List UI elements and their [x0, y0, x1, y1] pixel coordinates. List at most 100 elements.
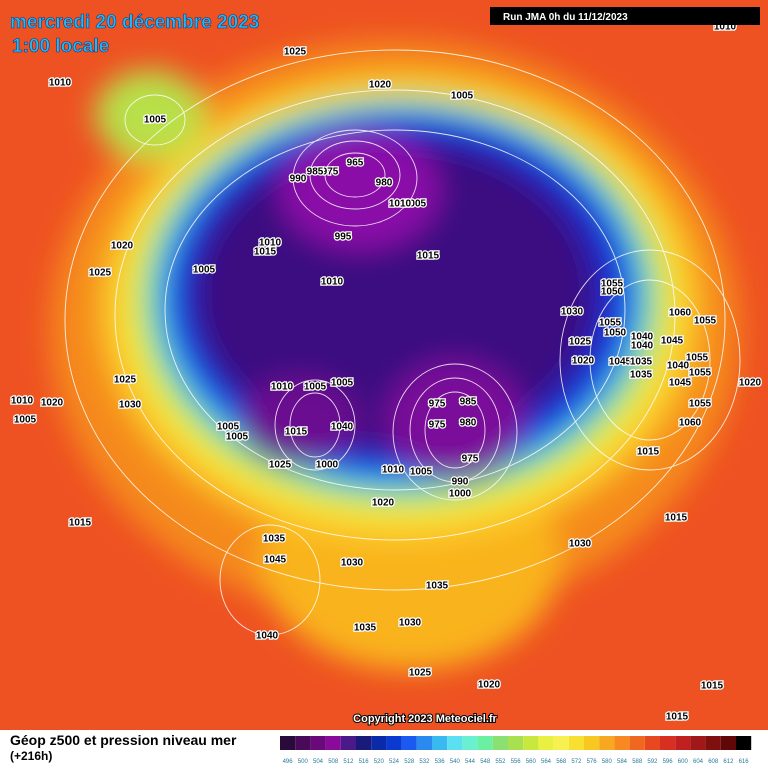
isobar-label: 995: [335, 232, 352, 243]
isobar-label: 1010: [271, 382, 294, 393]
scale-swatch: [432, 736, 448, 750]
height-field: [50, 40, 740, 670]
isobar-label: 1015: [637, 447, 660, 458]
scale-swatch: [614, 736, 630, 750]
scale-label: 596: [663, 759, 674, 765]
scale-swatch: [568, 736, 584, 750]
run-info: Run JMA 0h du 11/12/2023: [503, 12, 628, 23]
scale-swatch: [720, 736, 736, 750]
isobar-label: 975: [429, 420, 446, 431]
isobar-label: 1035: [263, 534, 286, 545]
isobar-label: 985: [307, 167, 324, 178]
scale-label: 584: [617, 759, 628, 765]
scale-swatch: [462, 736, 478, 750]
isobar-label: 1060: [669, 308, 692, 319]
scale-swatch: [584, 736, 600, 750]
isobar-label: 1015: [665, 513, 688, 524]
scale-swatch: [386, 736, 402, 750]
isobar-label: 1005: [193, 265, 216, 276]
isobar-label: 1005: [404, 199, 427, 210]
scale-swatch: [416, 736, 432, 750]
scale-swatch: [295, 736, 311, 750]
scale-swatch: [447, 736, 463, 750]
isobar-label: 1040: [667, 361, 690, 372]
scale-label: 512: [343, 759, 354, 765]
scale-label: 588: [632, 759, 643, 765]
run-box: [490, 7, 760, 25]
scale-label: 552: [495, 759, 506, 765]
isobar-label: 1020: [41, 398, 64, 409]
scale-label: 548: [480, 759, 491, 765]
scale-swatch: [538, 736, 554, 750]
scale-swatch: [553, 736, 569, 750]
isobar-label: 1040: [631, 332, 654, 343]
scale-swatch: [675, 736, 691, 750]
isobar-label: 1030: [399, 618, 422, 629]
isobar-label: 1025: [269, 460, 292, 471]
isobar-label: 1000: [449, 489, 472, 500]
scale-label: 572: [571, 759, 582, 765]
time: 1:00 locale: [12, 36, 109, 57]
scale-swatch: [371, 736, 387, 750]
isobar-label: 1040: [631, 341, 654, 352]
isobar-label: 1025: [409, 668, 432, 679]
isobar-label: 1030: [341, 558, 364, 569]
isobar-label: 1015: [254, 247, 277, 258]
isobar-label: 1005: [304, 382, 327, 393]
isobar-label: 990: [452, 477, 469, 488]
isobar-label: 965: [347, 158, 364, 169]
scale-label: 544: [465, 759, 476, 765]
isobar-label: 1020: [478, 680, 501, 691]
isobar-label: 1005: [331, 378, 354, 389]
isobar-label: 1025: [114, 375, 137, 386]
isobar-label: 1060: [679, 418, 702, 429]
scale-swatch: [401, 736, 417, 750]
scale-label: 592: [647, 759, 658, 765]
isobar-label: 1055: [689, 368, 712, 379]
isobar-label: 1015: [666, 712, 689, 723]
scale-label: 524: [389, 759, 400, 765]
scale-swatch: [705, 736, 721, 750]
isobar-label: 1005: [144, 115, 167, 126]
isobar-label: 1010: [321, 277, 344, 288]
scale-label: 504: [313, 759, 324, 765]
footer-lead: (+216h): [10, 749, 52, 763]
isobar-label: 1055: [599, 318, 622, 329]
isobar-label: 1030: [569, 539, 592, 550]
scale-label: 568: [556, 759, 567, 765]
isobar-label: 1010: [382, 465, 405, 476]
isobar-label: 1040: [331, 422, 354, 433]
scale-swatch: [492, 736, 508, 750]
isobar-label: 1045: [669, 378, 692, 389]
isobar-label: 1010: [49, 78, 72, 89]
isobar-label: 1025: [569, 337, 592, 348]
scale-swatch: [508, 736, 524, 750]
isobar-label: 1020: [111, 241, 134, 252]
isobar-label: 1020: [572, 356, 595, 367]
scale-label: 576: [587, 759, 598, 765]
copyright: Copyright 2023 Meteociel.fr: [353, 713, 497, 725]
isobar-label: 1010: [389, 199, 412, 210]
isobar-label: 1020: [369, 80, 392, 91]
isobar-label: 975: [462, 454, 479, 465]
scale-label: 496: [283, 759, 294, 765]
scale-label: 600: [678, 759, 689, 765]
scale-swatch: [356, 736, 372, 750]
isobar-label: 980: [460, 418, 477, 429]
scale-label: 508: [328, 759, 339, 765]
scale-swatch: [325, 736, 341, 750]
scale-label: 500: [298, 759, 309, 765]
scale-swatch: [736, 736, 752, 750]
isobar-label: 1015: [69, 518, 92, 529]
isobar-label: 1020: [739, 378, 762, 389]
isobar-label: 1030: [561, 307, 584, 318]
isobar-label: 1015: [285, 427, 308, 438]
date: mercredi 20 décembre 2023: [10, 12, 259, 33]
isobar-label: 975: [322, 167, 339, 178]
isobar-label: 1015: [417, 251, 440, 262]
isobar-label: 980: [376, 178, 393, 189]
isobar-label: 1045: [609, 357, 632, 368]
isobar-label: 1025: [89, 268, 112, 279]
isobar-label: 1040: [256, 631, 279, 642]
